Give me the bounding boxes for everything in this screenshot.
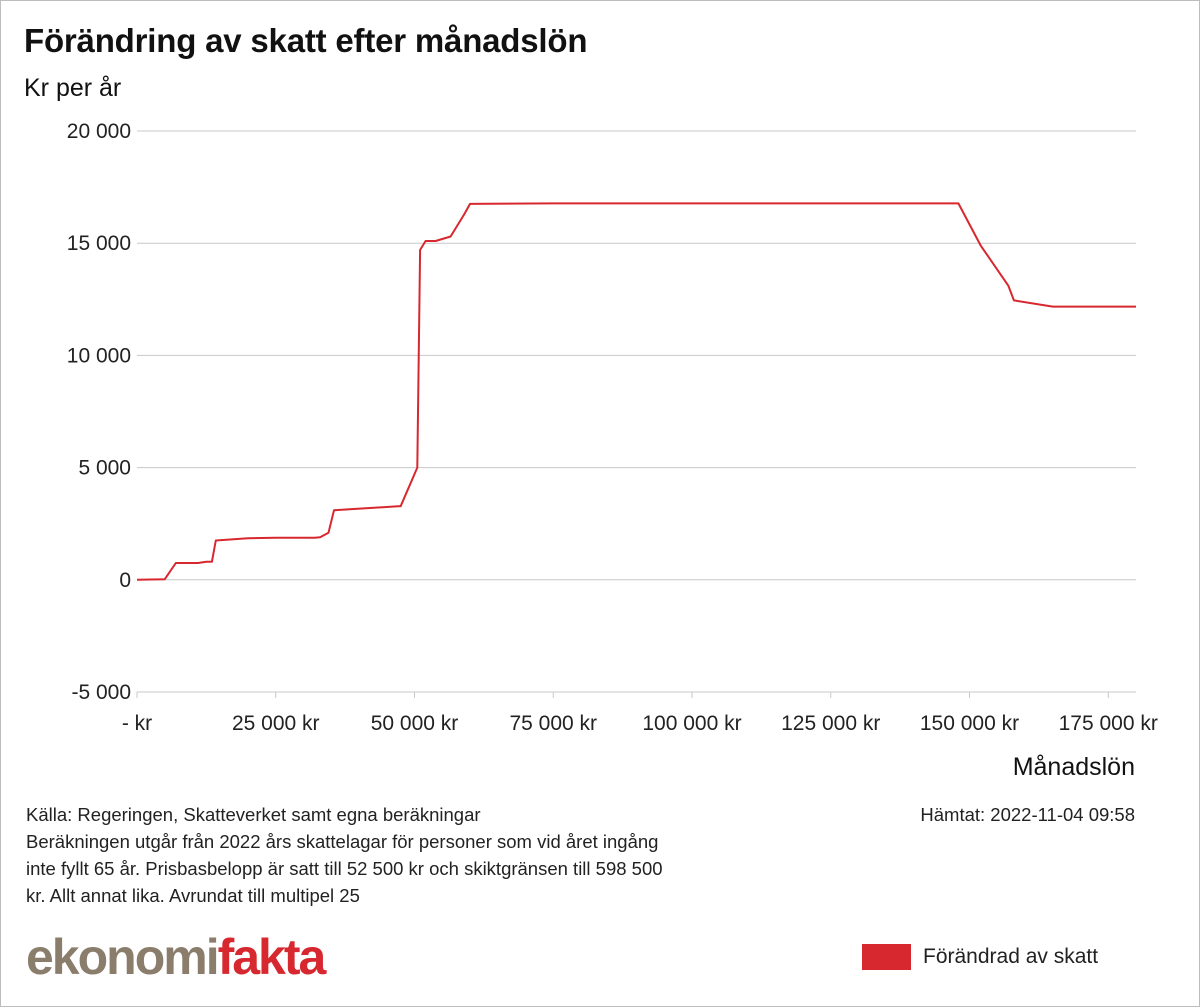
y-tick-label: 5 000 — [78, 457, 131, 480]
gridlines — [137, 130, 1136, 581]
ekonomifakta-logo: ekonomifakta — [26, 928, 327, 986]
x-tick-labels: - kr 25 000 kr 50 000 kr 75 000 kr 100 000 k… — [122, 712, 1158, 735]
y-tick-label: 20 000 — [67, 120, 131, 143]
x-axis-label: Månadslön — [1012, 753, 1135, 781]
y-tick-labels: 20 000 15 000 10 000 5 000 0 -5 000 — [67, 120, 131, 704]
x-tick-label: 175 000 kr — [1059, 712, 1158, 735]
y-tick-label: 0 — [119, 569, 131, 592]
source-line: Källa: Regeringen, Skatteverket samt egn… — [26, 804, 481, 825]
y-axis-label: Kr per år — [24, 74, 122, 102]
x-tick-label: 25 000 kr — [232, 712, 320, 735]
legend-label: Förändrad av skatt — [923, 945, 1099, 968]
y-tick-label: -5 000 — [71, 681, 131, 704]
source-line: kr. Allt annat lika. Avrundat till multi… — [26, 885, 360, 906]
logo-part-1: ekonomi — [26, 929, 220, 985]
y-tick-label: 10 000 — [67, 344, 131, 367]
series-group — [136, 202, 1136, 581]
x-tick-label: 125 000 kr — [781, 712, 880, 735]
x-tick-label: - kr — [122, 712, 152, 735]
source-line: inte fyllt 65 år. Prisbasbelopp är satt … — [26, 858, 663, 879]
chart-title: Förändring av skatt efter månadslön — [24, 22, 588, 59]
logo-part-2: fakta — [217, 929, 327, 985]
y-tick-label: 15 000 — [67, 232, 131, 255]
x-tick-label: 75 000 kr — [509, 712, 597, 735]
source-note: Källa: Regeringen, Skatteverket samt egn… — [26, 801, 786, 909]
legend-swatch — [862, 944, 911, 970]
source-line: Beräkningen utgår från 2022 års skattela… — [26, 831, 659, 852]
x-tick-label: 100 000 kr — [642, 712, 741, 735]
x-tick-label: 50 000 kr — [371, 712, 459, 735]
x-axis — [136, 691, 1136, 698]
fetched-timestamp: Hämtat: 2022-11-04 09:58 — [920, 804, 1135, 825]
legend: Förändrad av skatt — [862, 944, 1098, 970]
series-line — [136, 202, 1136, 581]
x-tick-label: 150 000 kr — [920, 712, 1019, 735]
